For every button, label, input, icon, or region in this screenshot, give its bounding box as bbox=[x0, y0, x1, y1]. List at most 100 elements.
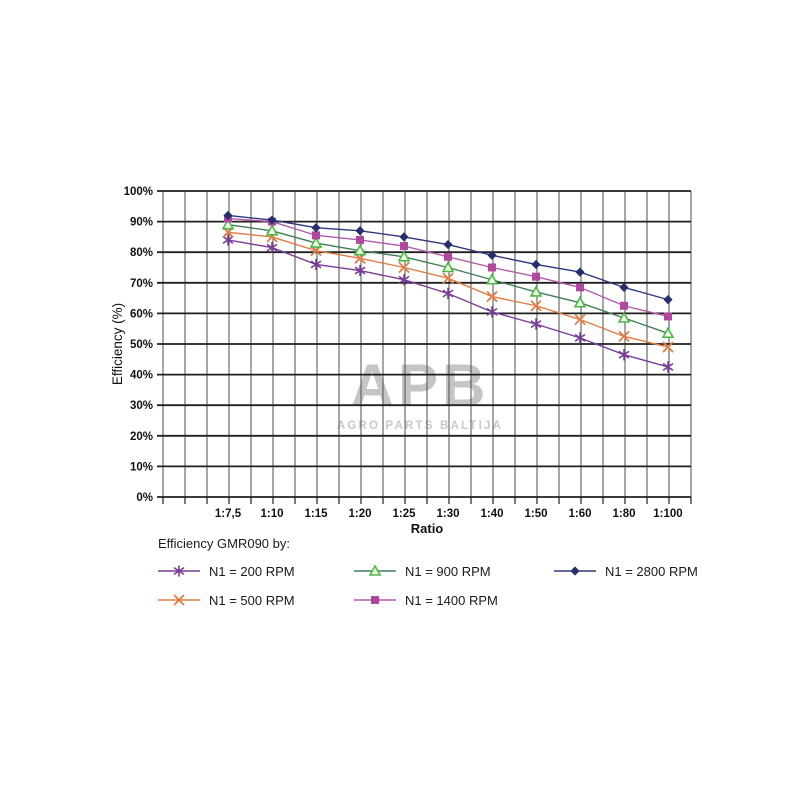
legend-label: N1 = 500 RPM bbox=[209, 592, 295, 608]
marker-square-icon bbox=[356, 235, 364, 244]
x-tick-label: 1:60 bbox=[568, 508, 591, 520]
y-tick-label: 60% bbox=[130, 308, 153, 320]
marker-diamond-icon bbox=[663, 295, 673, 305]
marker-triangle-icon bbox=[309, 236, 323, 248]
marker-diamond-icon bbox=[619, 282, 629, 292]
marker-star-icon bbox=[310, 258, 322, 271]
legend-label: N1 = 900 RPM bbox=[405, 563, 491, 579]
series-n1-2800-rpm bbox=[223, 210, 673, 305]
x-tick-label: 1:10 bbox=[260, 508, 283, 520]
x-tick-label: 1:7,5 bbox=[215, 508, 242, 520]
marker-star-icon bbox=[486, 306, 498, 318]
marker-triangle-icon bbox=[661, 326, 675, 339]
legend-marker-star-icon bbox=[173, 565, 185, 577]
marker-square-icon bbox=[444, 252, 452, 261]
y-axis-tick-labels: 100% 90% 80% 70% 60% 50% 40% 30% 20% 10% 0% bbox=[124, 186, 153, 504]
chart-legend: Efficiency GMR090 by: N1 = 200 RPM N1 = 9… bbox=[158, 536, 738, 608]
marker-diamond-icon bbox=[311, 223, 321, 233]
y-tick-label: 50% bbox=[130, 339, 153, 351]
legend-square-icon bbox=[354, 596, 396, 604]
marker-diamond-icon bbox=[531, 259, 541, 270]
x-axis-tick-labels: 1:7,5 1:10 1:15 1:20 1:25 1:30 1:40 1:50 1:60 1:8… bbox=[215, 508, 683, 520]
x-tick-label: 1:25 bbox=[392, 508, 416, 520]
legend-title: Efficiency GMR090 by: bbox=[158, 536, 290, 551]
legend-star-icon bbox=[158, 565, 200, 577]
marker-diamond-icon bbox=[267, 215, 277, 225]
marker-square-icon bbox=[664, 312, 672, 321]
marker-star-icon bbox=[354, 264, 366, 277]
x-tick-label: 1:30 bbox=[436, 508, 459, 520]
marker-triangle-icon bbox=[397, 250, 411, 262]
marker-diamond-icon bbox=[399, 232, 409, 242]
marker-triangle-icon bbox=[485, 273, 499, 285]
legend-item-n1-500-rpm: N1 = 500 RPM bbox=[158, 592, 354, 608]
marker-star-icon bbox=[574, 332, 586, 344]
marker-star-icon bbox=[618, 348, 630, 361]
marker-diamond-icon bbox=[443, 239, 453, 250]
legend-label: N1 = 1400 RPM bbox=[405, 592, 498, 608]
marker-square-icon bbox=[312, 231, 320, 240]
marker-square-icon bbox=[400, 242, 408, 251]
legend-marker-square-icon bbox=[371, 596, 379, 604]
marker-triangle-icon bbox=[221, 218, 235, 230]
x-tick-label: 1:20 bbox=[348, 508, 371, 520]
y-tick-label: 20% bbox=[130, 431, 153, 443]
marker-triangle-icon bbox=[617, 311, 631, 323]
marker-triangle-icon bbox=[441, 260, 455, 273]
marker-star-icon bbox=[266, 241, 278, 254]
marker-x-icon bbox=[486, 291, 498, 302]
marker-diamond-icon bbox=[355, 226, 365, 236]
legend-label: N1 = 2800 RPM bbox=[605, 563, 698, 579]
y-tick-label: 0% bbox=[136, 492, 153, 504]
marker-triangle-icon bbox=[573, 296, 587, 308]
marker-star-icon bbox=[662, 361, 674, 373]
marker-square-icon bbox=[532, 272, 540, 281]
marker-square-icon bbox=[620, 301, 628, 310]
y-tick-label: 100% bbox=[124, 186, 153, 198]
marker-x-icon bbox=[618, 330, 630, 342]
legend-grid: N1 = 200 RPM N1 = 900 RPM N1 = 2800 RPM N1 … bbox=[158, 563, 738, 608]
legend-triangle-icon bbox=[354, 564, 396, 576]
legend-x-icon bbox=[158, 594, 200, 606]
series-n1-200-rpm bbox=[222, 234, 674, 373]
marker-x-icon bbox=[530, 300, 542, 312]
x-tick-label: 1:15 bbox=[304, 508, 328, 520]
marker-diamond-icon bbox=[223, 210, 233, 221]
series-n1-900-rpm bbox=[221, 218, 675, 339]
legend-label: N1 = 200 RPM bbox=[209, 563, 295, 579]
marker-star-icon bbox=[530, 318, 542, 330]
x-tick-label: 1:100 bbox=[653, 508, 682, 520]
marker-x-icon bbox=[442, 272, 454, 284]
legend-item-n1-900-rpm: N1 = 900 RPM bbox=[354, 563, 554, 579]
marker-x-icon bbox=[398, 262, 410, 273]
marker-star-icon bbox=[222, 234, 234, 246]
legend-item-n1-2800-rpm: N1 = 2800 RPM bbox=[554, 563, 724, 579]
x-tick-label: 1:50 bbox=[524, 508, 547, 520]
marker-diamond-icon bbox=[575, 267, 585, 277]
y-tick-label: 40% bbox=[130, 370, 153, 382]
y-tick-label: 80% bbox=[130, 247, 153, 259]
legend-marker-triangle-icon bbox=[368, 564, 382, 576]
y-tick-label: 30% bbox=[130, 400, 153, 412]
marker-star-icon bbox=[442, 287, 454, 300]
legend-item-n1-200-rpm: N1 = 200 RPM bbox=[158, 563, 354, 579]
marker-star-icon bbox=[398, 273, 410, 286]
y-axis-title: Efficiency (%) bbox=[110, 303, 125, 385]
marker-triangle-icon bbox=[529, 285, 543, 297]
marker-square-icon bbox=[576, 283, 584, 292]
x-tick-label: 1:40 bbox=[480, 508, 503, 520]
legend-marker-x-icon bbox=[173, 594, 185, 606]
x-tick-label: 1:80 bbox=[612, 508, 635, 520]
legend-item-n1-1400-rpm: N1 = 1400 RPM bbox=[354, 592, 554, 608]
y-tick-label: 90% bbox=[130, 217, 153, 229]
marker-triangle-icon bbox=[265, 224, 279, 236]
x-axis-title: Ratio bbox=[411, 521, 444, 536]
y-tick-label: 10% bbox=[130, 461, 153, 473]
marker-x-icon bbox=[662, 341, 674, 353]
y-tick-label: 70% bbox=[130, 278, 153, 290]
watermark-subtitle: AGRO PARTS BALTIJA bbox=[336, 420, 504, 432]
marker-triangle-icon bbox=[353, 244, 367, 256]
grid bbox=[157, 190, 692, 504]
